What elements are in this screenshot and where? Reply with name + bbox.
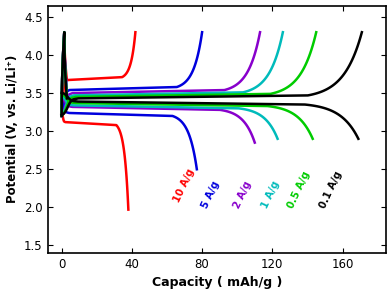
Text: 5 A/g: 5 A/g	[200, 179, 221, 210]
Y-axis label: Potential (V, vs. Li/Li⁺): Potential (V, vs. Li/Li⁺)	[5, 55, 18, 204]
Text: 0.1 A/g: 0.1 A/g	[318, 169, 344, 210]
Text: 0.5 A/g: 0.5 A/g	[286, 169, 312, 210]
X-axis label: Capacity ( mAh/g ): Capacity ( mAh/g )	[152, 276, 282, 289]
Text: 1 A/g: 1 A/g	[260, 179, 281, 210]
Text: 2 A/g: 2 A/g	[232, 179, 253, 210]
Text: 10 A/g: 10 A/g	[172, 167, 196, 204]
